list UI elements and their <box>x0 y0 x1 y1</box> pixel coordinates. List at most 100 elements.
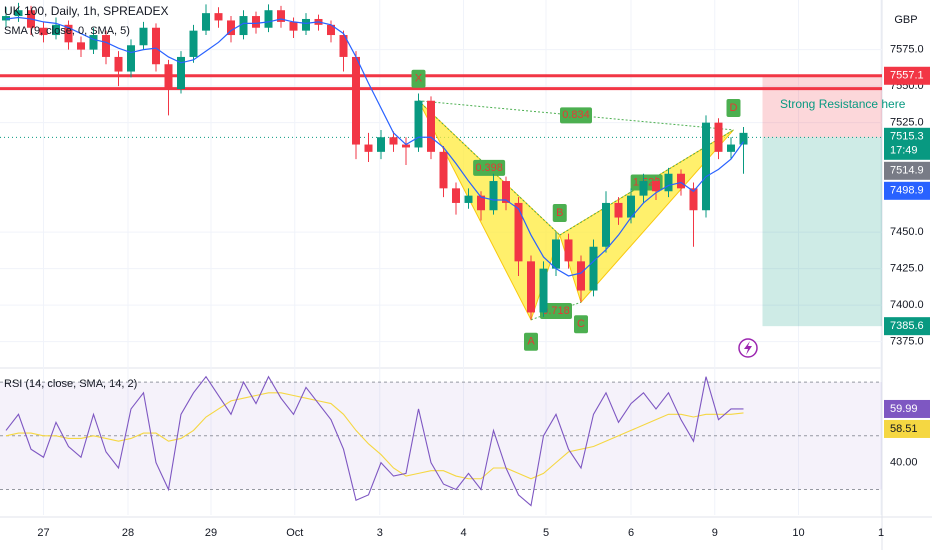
x-tick-label: Oct <box>286 527 303 539</box>
candle-body <box>302 18 310 31</box>
candle-body <box>439 151 448 189</box>
pattern-leg <box>418 100 734 131</box>
alert-icon[interactable] <box>738 338 758 358</box>
y-tick-label: 7450.0 <box>890 226 924 238</box>
price-label: 7515.3 <box>890 131 924 143</box>
candle-body <box>477 195 485 211</box>
ratio-label: 0.718 <box>542 305 570 317</box>
candle-body <box>339 35 348 57</box>
candle-body <box>464 195 473 203</box>
candle-body <box>102 35 110 57</box>
x-tick-label: 9 <box>712 527 718 539</box>
candle-body <box>714 122 723 152</box>
candle-body <box>689 188 698 211</box>
candle-body <box>414 100 423 148</box>
candle-body <box>427 100 435 152</box>
rsi-value-label: 59.99 <box>890 403 918 415</box>
candle-body <box>739 132 748 145</box>
candle-body <box>502 181 510 203</box>
candle-body <box>14 10 23 17</box>
point-label: B <box>556 207 563 219</box>
candle-body <box>77 42 85 50</box>
price-label: 7557.1 <box>890 70 924 82</box>
candle-body <box>727 144 735 152</box>
candle-body <box>389 137 398 145</box>
rsi-value-label: 58.51 <box>890 423 918 435</box>
candle-body <box>214 13 223 21</box>
candle-body <box>527 261 535 313</box>
point-label: D <box>730 102 738 114</box>
indicator-title: SMA (9, close, 0, SMA, 5) <box>4 25 130 37</box>
candle-body <box>202 13 210 31</box>
candle-body <box>139 27 148 46</box>
symbol-title: UK 100, Daily, 1h, SPREADEX <box>4 4 169 18</box>
y-tick-label: 7525.0 <box>890 117 924 129</box>
price-label: 7498.9 <box>890 185 924 197</box>
candle-body <box>377 137 385 152</box>
countdown: 17:49 <box>890 145 918 157</box>
candle-body <box>652 181 660 192</box>
candle-body <box>239 16 248 36</box>
rsi-pane <box>0 375 882 507</box>
x-tick-label: 6 <box>628 527 634 539</box>
point-label: A <box>527 336 535 348</box>
point-label: X <box>415 73 423 85</box>
candle-body <box>114 56 123 72</box>
x-tick-label: 4 <box>460 527 466 539</box>
rsi-line <box>5 392 744 480</box>
axes: 7575.07550.07525.07450.07425.07400.07375… <box>37 44 930 539</box>
candle-body <box>552 239 560 269</box>
candle-body <box>602 202 610 247</box>
y-tick-label: 7575.0 <box>890 44 924 56</box>
candle-body <box>539 268 548 313</box>
x-tick-label: 27 <box>37 527 49 539</box>
candle-body <box>514 202 523 262</box>
candle-body <box>402 144 410 148</box>
candle-body <box>564 239 573 262</box>
candle-body <box>164 64 173 90</box>
x-tick-label: 5 <box>543 527 549 539</box>
rsi-title: RSI (14, close, SMA, 14, 2) <box>4 378 137 390</box>
candle-body <box>127 45 135 72</box>
candle-body <box>177 56 185 90</box>
point-box <box>411 69 426 88</box>
price-label-box <box>884 66 930 85</box>
candle-body <box>364 144 373 152</box>
candle-body <box>52 24 60 36</box>
ratio-box <box>473 159 506 176</box>
candle-body <box>577 261 585 291</box>
target-zone <box>762 137 882 327</box>
point-box <box>552 204 567 223</box>
candle-body <box>227 20 235 36</box>
candle-body <box>64 24 73 43</box>
rsi-tick-label: 40.00 <box>890 457 918 469</box>
price-label: 7514.9 <box>890 165 924 177</box>
price-label-box <box>884 161 930 180</box>
rsi-line <box>5 375 744 507</box>
x-tick-label: 3 <box>377 527 383 539</box>
x-tick-label: 1 <box>878 527 884 539</box>
annotation: Strong Resistance here <box>780 97 906 111</box>
candle-body <box>702 122 710 211</box>
candle-body <box>189 30 198 57</box>
x-tick-label: 29 <box>205 527 217 539</box>
price-label: 7385.6 <box>890 320 924 332</box>
candle-body <box>289 21 298 31</box>
y-tick-label: 7400.0 <box>890 299 924 311</box>
y-tick-label: 7425.0 <box>890 263 924 275</box>
ratio-box <box>540 302 572 319</box>
candle-body <box>614 202 623 218</box>
point-box <box>726 98 741 117</box>
rsi-value-box <box>884 419 930 438</box>
price-label-box <box>884 317 930 336</box>
rsi-value-box <box>884 399 930 418</box>
candle-body <box>452 188 460 203</box>
candle-body <box>152 27 160 65</box>
candle-body <box>327 24 335 36</box>
ratio-box <box>560 107 592 124</box>
candle-body <box>2 16 10 21</box>
stop-zone <box>762 75 882 138</box>
price-label-box <box>884 127 930 160</box>
candle-body <box>252 16 260 28</box>
